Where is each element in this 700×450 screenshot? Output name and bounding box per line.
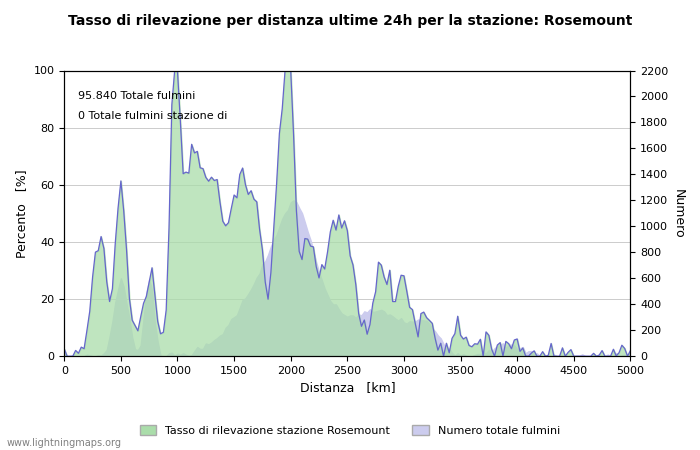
- Legend: Tasso di rilevazione stazione Rosemount, Numero totale fulmini: Tasso di rilevazione stazione Rosemount,…: [135, 420, 565, 440]
- X-axis label: Distanza   [km]: Distanza [km]: [300, 382, 395, 395]
- Text: Tasso di rilevazione per distanza ultime 24h per la stazione: Rosemount: Tasso di rilevazione per distanza ultime…: [68, 14, 632, 27]
- Text: www.lightningmaps.org: www.lightningmaps.org: [7, 438, 122, 448]
- Text: 95.840 Totale fulmini: 95.840 Totale fulmini: [78, 90, 196, 100]
- Text: 0 Totale fulmini stazione di: 0 Totale fulmini stazione di: [78, 111, 228, 121]
- Y-axis label: Percento   [%]: Percento [%]: [15, 169, 28, 258]
- Y-axis label: Numero: Numero: [672, 189, 685, 238]
